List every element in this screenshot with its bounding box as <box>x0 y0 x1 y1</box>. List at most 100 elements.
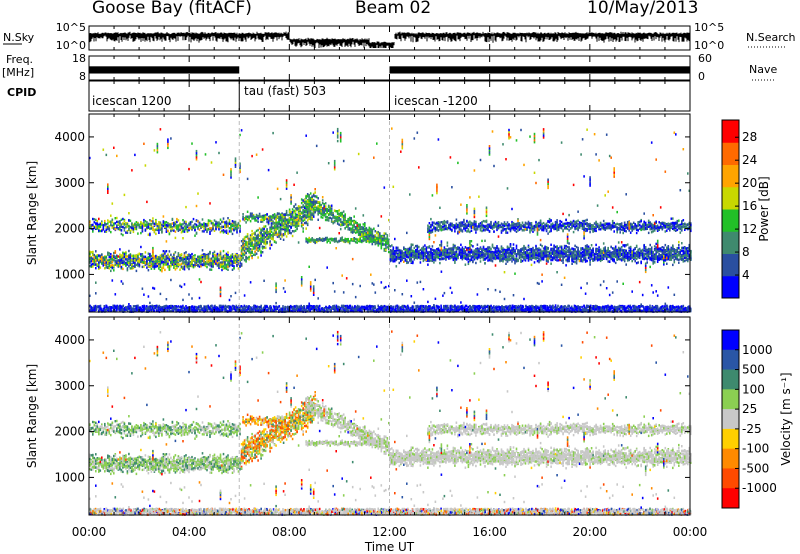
data-cell <box>254 304 257 308</box>
data-cell <box>152 251 154 254</box>
data-cell <box>335 247 337 250</box>
data-cell <box>173 261 175 264</box>
data-cell <box>329 237 331 241</box>
data-cell <box>300 305 302 308</box>
data-cell <box>171 222 174 225</box>
data-cell <box>166 309 169 312</box>
data-cell <box>119 248 121 251</box>
data-cell <box>394 289 396 292</box>
data-cell <box>131 228 133 231</box>
data-cell <box>258 214 261 217</box>
data-cell <box>113 227 115 230</box>
data-cell <box>327 162 330 165</box>
data-cell <box>389 258 392 261</box>
data-cell <box>260 304 262 308</box>
data-cell <box>180 225 183 228</box>
data-cell <box>155 221 157 224</box>
data-cell <box>221 268 223 272</box>
data-cell <box>107 227 109 230</box>
data-cell <box>388 250 390 254</box>
data-cell <box>276 213 279 216</box>
data-cell <box>290 200 292 203</box>
data-cell <box>373 156 375 159</box>
data-cell <box>110 260 112 263</box>
data-cell <box>234 222 237 225</box>
data-cell <box>229 309 231 312</box>
data-cell <box>149 305 152 309</box>
data-cell <box>179 268 181 271</box>
data-cell <box>207 228 210 231</box>
data-cell <box>227 265 229 268</box>
data-cell <box>99 257 102 261</box>
data-cell <box>114 217 117 220</box>
data-cell <box>253 304 255 308</box>
data-cell <box>209 252 211 255</box>
data-cell <box>245 258 247 262</box>
data-cell <box>263 225 265 228</box>
data-cell <box>207 261 210 265</box>
data-cell <box>131 266 133 269</box>
data-cell <box>92 265 94 268</box>
data-cell <box>221 265 223 268</box>
data-cell <box>213 257 216 260</box>
data-cell <box>146 260 148 263</box>
data-cell <box>273 216 276 220</box>
data-cell <box>312 240 315 243</box>
data-cell <box>248 215 250 218</box>
data-cell <box>330 212 333 215</box>
data-cell <box>221 257 223 261</box>
data-cell <box>260 234 262 238</box>
data-cell <box>308 302 310 305</box>
data-cell <box>104 219 106 223</box>
data-cell <box>305 208 307 211</box>
data-cell <box>185 227 187 230</box>
data-cell <box>120 232 123 236</box>
data-cell <box>150 308 153 311</box>
data-cell <box>257 305 259 309</box>
data-cell <box>353 215 355 218</box>
data-cell <box>305 195 307 199</box>
data-cell <box>132 256 135 259</box>
data-cell <box>318 226 321 230</box>
data-cell <box>150 259 153 262</box>
data-cell <box>311 205 313 208</box>
data-cell <box>204 257 207 260</box>
data-cell <box>385 241 387 244</box>
data-cell <box>119 309 121 313</box>
data-cell <box>110 261 112 264</box>
data-cell <box>183 230 186 233</box>
data-cell <box>125 226 127 229</box>
data-cell <box>191 252 193 256</box>
data-cell <box>345 277 348 280</box>
data-cell <box>99 266 102 269</box>
data-cell <box>104 222 106 225</box>
data-cell <box>175 307 177 310</box>
data-cell <box>105 226 108 229</box>
data-cell <box>236 229 238 232</box>
data-cell <box>128 225 130 228</box>
data-cell <box>288 231 291 235</box>
data-cell <box>173 308 175 311</box>
data-cell <box>103 307 106 310</box>
data-cell <box>150 227 153 230</box>
data-cell <box>174 226 177 229</box>
data-cell <box>221 308 223 312</box>
data-cell <box>282 233 285 237</box>
data-cell <box>237 262 240 265</box>
data-cell <box>354 231 357 234</box>
data-cell <box>168 226 171 229</box>
data-cell <box>98 309 100 313</box>
data-cell <box>279 237 282 240</box>
data-cell <box>367 239 369 243</box>
data-cell <box>347 228 349 231</box>
freq-segment-1 <box>389 66 690 74</box>
data-cell <box>113 251 115 255</box>
data-cell <box>153 257 156 260</box>
data-cell <box>374 306 377 309</box>
data-cell <box>155 265 157 268</box>
data-cell <box>177 252 180 255</box>
data-cell <box>382 238 384 241</box>
data-cell <box>339 131 342 135</box>
data-cell <box>113 269 115 272</box>
data-cell <box>162 255 165 258</box>
